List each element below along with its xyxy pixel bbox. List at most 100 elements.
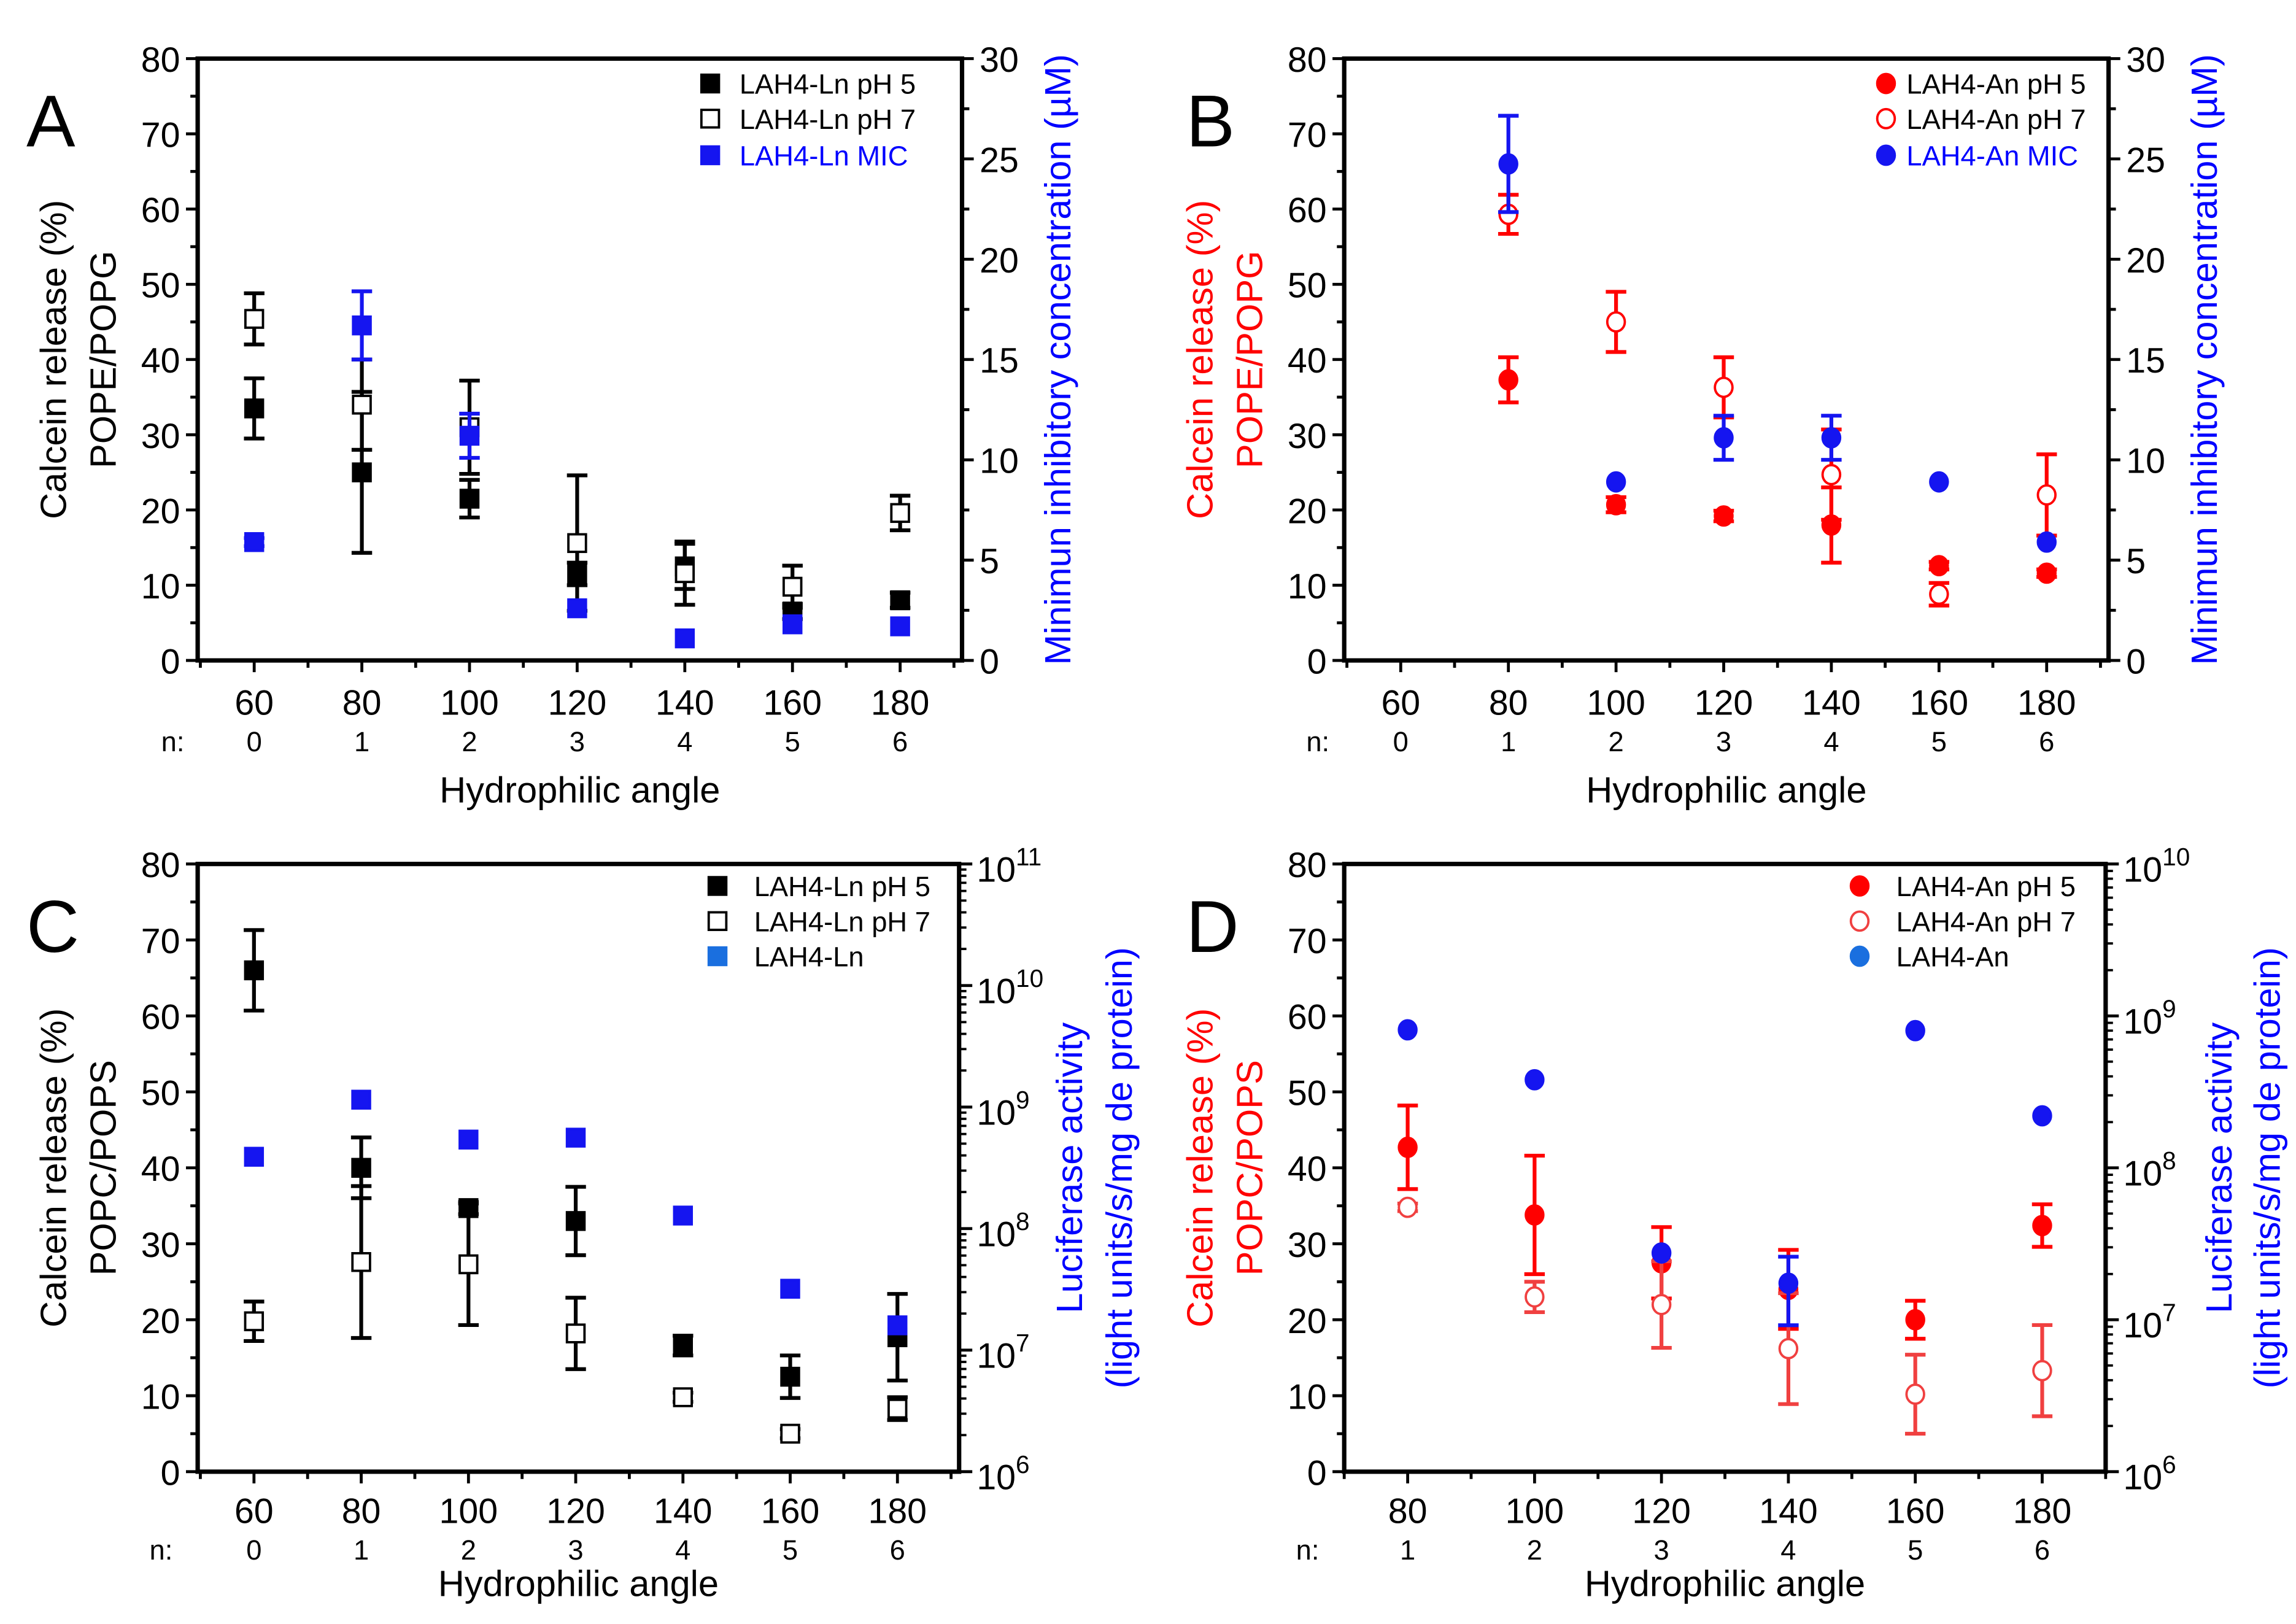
series-lah4-an: [1397, 1019, 2052, 1328]
x-tick-label: 120: [546, 1491, 605, 1531]
y-tick-label: 40: [141, 341, 180, 381]
data-point: [565, 1127, 586, 1148]
n-axis-label: n:: [161, 726, 185, 757]
y2-tick-label: 107: [976, 1329, 1029, 1375]
x-tick-label: 180: [2017, 683, 2076, 722]
x-tick-label: 160: [761, 1491, 820, 1531]
n-label: 2: [462, 726, 477, 757]
data-point: [2032, 1105, 2052, 1127]
y-tick-label: 10: [141, 1378, 180, 1417]
legend-label: LAH4-Ln: [754, 942, 864, 973]
data-point: [352, 315, 372, 336]
data-point: [1525, 1286, 1545, 1308]
y-tick-label: 80: [1288, 41, 1327, 80]
y-tick-label: 80: [141, 41, 180, 80]
y-tick-label: 0: [161, 1453, 180, 1493]
n-axis-label: n:: [150, 1534, 173, 1566]
data-point: [351, 1089, 371, 1110]
legend-marker: [1849, 945, 1870, 967]
y-tick-label: 30: [1288, 1226, 1327, 1265]
y-tick-label: 70: [141, 116, 180, 155]
y-tick-label: 30: [1288, 417, 1327, 456]
y-tick-label: 30: [141, 417, 180, 456]
n-label: 6: [2035, 1534, 2050, 1566]
y2-axis-title: Luciferase activity: [1049, 1023, 1090, 1313]
x-tick-label: 180: [868, 1491, 927, 1531]
y-tick-label: 10: [1288, 1378, 1327, 1417]
y2-tick-label: 30: [2126, 41, 2165, 80]
y-axis-title: POPE/POPG: [1229, 250, 1270, 468]
series-lah4-ln-mic: [244, 289, 910, 649]
y-tick-label: 20: [1288, 492, 1327, 531]
series-lah4-ln-ph-5: [244, 928, 908, 1400]
legend-marker: [707, 911, 728, 931]
data-point: [674, 628, 695, 649]
y-tick-label: 50: [141, 266, 180, 306]
panel-letter: A: [26, 81, 75, 163]
x-tick-label: 80: [342, 1491, 381, 1531]
data-point: [1905, 1383, 1925, 1405]
x-axis-title: Hydrophilic angle: [438, 1563, 719, 1604]
y2-tick-label: 106: [976, 1450, 1029, 1497]
x-tick-label: 160: [763, 683, 822, 722]
y-tick-label: 60: [1288, 998, 1327, 1037]
series-lah4-an-ph-7: [1498, 193, 2057, 608]
n-axis-label: n:: [1306, 726, 1329, 757]
data-point: [352, 395, 372, 415]
data-point: [459, 425, 480, 446]
y-tick-label: 20: [141, 1302, 180, 1341]
series-lah4-an-ph-7: [1397, 1196, 2053, 1436]
data-point: [1905, 1019, 1925, 1042]
x-tick-label: 180: [871, 683, 930, 722]
data-point: [2032, 1215, 2052, 1237]
x-tick-label: 100: [1587, 683, 1645, 722]
data-point: [1498, 153, 1518, 175]
x-tick-label: 140: [655, 683, 714, 722]
y-axis-title: Calcein release (%): [33, 1008, 74, 1328]
y-tick-label: 0: [1307, 1453, 1327, 1493]
x-tick-label: 160: [1910, 683, 1969, 722]
y-axis-title: POPE/POPG: [82, 250, 123, 468]
data-point: [352, 462, 372, 482]
series-lah4-an-ph-5: [1498, 355, 2057, 584]
n-label: 0: [247, 726, 262, 757]
panel-letter: B: [1186, 81, 1235, 163]
n-label: 2: [461, 1534, 476, 1566]
y2-tick-label: 106: [2123, 1450, 2176, 1497]
series-lah4-an-ph-5: [1397, 1104, 2053, 1341]
y-tick-label: 10: [1288, 567, 1327, 606]
data-point: [244, 1311, 265, 1331]
data-point: [1525, 1204, 1545, 1226]
data-point: [1397, 1136, 1418, 1158]
n-label: 5: [1908, 1534, 1923, 1566]
data-point: [1606, 471, 1626, 493]
data-point: [567, 533, 587, 554]
y2-tick-label: 25: [980, 141, 1019, 180]
y2-tick-label: 1010: [2123, 843, 2190, 889]
data-point: [459, 489, 480, 509]
y2-tick-label: 20: [980, 241, 1019, 280]
series-lah4-ln: [244, 1089, 908, 1336]
n-label: 3: [1654, 1534, 1669, 1566]
data-point: [458, 1254, 479, 1275]
n-label: 1: [1400, 1534, 1415, 1566]
n-label: 5: [783, 1534, 798, 1566]
data-point: [1606, 311, 1626, 333]
n-label: 2: [1609, 726, 1624, 757]
n-label: 5: [785, 726, 800, 757]
y-tick-label: 50: [141, 1073, 180, 1113]
x-tick-label: 60: [234, 1491, 274, 1531]
y-tick-label: 80: [1288, 846, 1327, 885]
y2-tick-label: 107: [2123, 1299, 2176, 1345]
legend-label: LAH4-Ln pH 7: [754, 906, 930, 937]
y-tick-label: 50: [1288, 266, 1327, 306]
legend-label: LAH4-An pH 7: [1906, 104, 2085, 135]
legend-label: LAH4-An: [1896, 942, 2009, 973]
data-point: [673, 1336, 694, 1356]
legend-marker: [700, 73, 721, 94]
data-point: [351, 1252, 371, 1272]
data-point: [1525, 1069, 1545, 1091]
y-tick-label: 40: [1288, 341, 1327, 381]
y-axis-title: Calcein release (%): [1179, 200, 1220, 519]
